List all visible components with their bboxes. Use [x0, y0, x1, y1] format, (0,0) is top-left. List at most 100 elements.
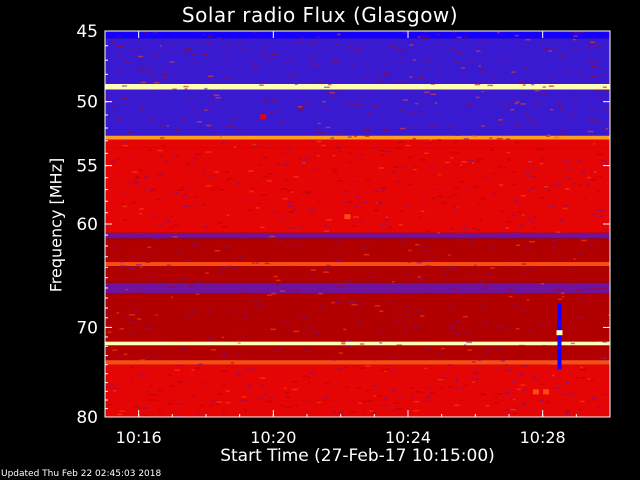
noise-speck [149, 190, 154, 192]
noise-speck [216, 100, 221, 102]
noise-speck [197, 363, 204, 366]
noise-speck [251, 367, 255, 369]
noise-speck [424, 367, 428, 370]
noise-speck [139, 373, 145, 376]
noise-speck [606, 322, 610, 325]
y-tick-label: 55 [76, 157, 98, 177]
noise-speck [337, 180, 343, 182]
noise-speck [466, 341, 473, 344]
noise-speck [372, 105, 379, 108]
noise-speck [263, 336, 267, 338]
noise-speck [222, 384, 226, 387]
noise-speck [573, 104, 578, 107]
noise-speck [516, 98, 523, 101]
noise-speck [253, 324, 260, 327]
noise-speck [531, 167, 535, 170]
noise-speck [348, 151, 352, 154]
noise-speck [331, 39, 337, 42]
noise-speck [121, 202, 125, 205]
noise-speck [263, 59, 269, 62]
frequency-band [105, 282, 610, 294]
noise-speck [437, 347, 442, 349]
noise-speck [297, 244, 302, 246]
noise-speck [515, 244, 521, 247]
noise-speck [271, 99, 277, 101]
noise-speck [184, 316, 189, 318]
noise-speck [583, 345, 586, 348]
noise-speck [478, 161, 481, 164]
noise-speck [469, 59, 476, 62]
noise-speck [341, 414, 345, 416]
frequency-band [105, 364, 610, 401]
noise-speck [493, 78, 498, 81]
noise-speck [302, 106, 305, 108]
noise-speck [556, 183, 562, 186]
noise-speck [446, 290, 450, 292]
noise-speck [351, 303, 358, 306]
noise-speck [129, 366, 134, 368]
noise-speck [451, 32, 456, 35]
noise-speck [338, 150, 342, 152]
noise-speck [526, 190, 531, 192]
noise-speck [172, 156, 176, 158]
noise-speck [488, 247, 493, 249]
noise-speck [323, 225, 328, 227]
noise-speck [598, 97, 601, 100]
noise-speck [460, 166, 465, 169]
noise-speck [449, 48, 456, 51]
noise-speck [301, 159, 308, 161]
noise-speck [529, 330, 533, 332]
noise-speck [578, 71, 581, 73]
noise-speck [235, 372, 241, 374]
noise-speck [379, 329, 383, 332]
noise-speck [498, 119, 503, 121]
noise-speck [333, 301, 340, 304]
noise-speck [207, 75, 214, 78]
noise-speck [379, 342, 383, 344]
noise-speck [515, 141, 519, 144]
noise-speck [156, 198, 161, 201]
noise-speck [425, 230, 431, 232]
noise-speck [147, 68, 154, 70]
noise-speck [169, 215, 173, 218]
noise-speck [591, 340, 596, 342]
noise-speck [361, 78, 367, 80]
noise-speck [600, 160, 605, 162]
noise-speck [198, 235, 201, 238]
noise-speck [370, 242, 374, 244]
noise-speck [172, 240, 178, 242]
noise-speck [394, 166, 399, 168]
noise-speck [279, 121, 284, 123]
noise-speck [227, 55, 234, 57]
noise-speck [134, 177, 141, 180]
noise-speck [105, 386, 108, 388]
noise-speck [555, 231, 561, 233]
noise-speck [145, 391, 149, 393]
noise-speck [205, 272, 209, 274]
noise-speck [139, 267, 142, 270]
noise-speck [523, 272, 527, 274]
noise-speck [388, 337, 391, 340]
noise-speck [540, 282, 544, 285]
noise-speck [521, 403, 526, 406]
noise-speck [230, 289, 236, 292]
noise-speck [355, 311, 358, 313]
noise-speck [485, 292, 488, 294]
noise-speck [291, 152, 294, 155]
noise-speck [581, 239, 587, 242]
noise-speck [223, 246, 229, 248]
noise-speck [529, 288, 533, 291]
noise-speck [573, 258, 576, 260]
frequency-band [105, 232, 610, 239]
noise-speck [105, 358, 108, 360]
noise-speck [421, 195, 424, 198]
noise-speck [325, 90, 329, 93]
noise-speck [190, 108, 197, 110]
noise-speck [122, 103, 126, 106]
noise-speck [287, 148, 291, 150]
noise-speck [573, 414, 576, 416]
noise-speck [119, 328, 124, 330]
noise-speck [321, 144, 326, 147]
noise-speck [223, 126, 228, 128]
noise-speck [306, 190, 311, 193]
